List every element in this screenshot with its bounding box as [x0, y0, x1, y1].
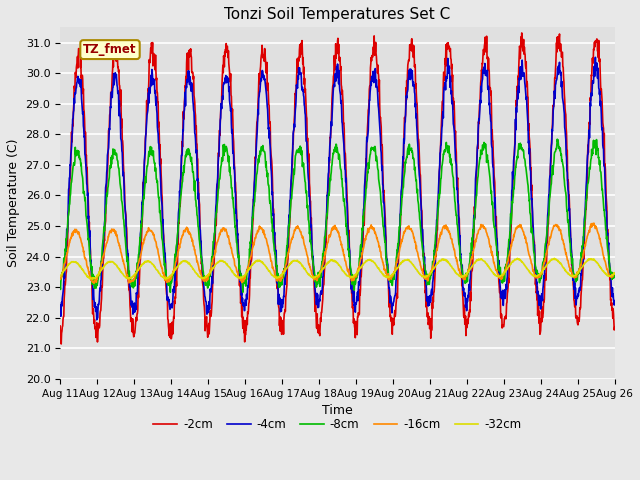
- -2cm: [58, 341, 65, 347]
- -32cm: [314, 274, 321, 279]
- -8cm: [56, 282, 64, 288]
- -32cm: [99, 264, 107, 270]
- -2cm: [314, 311, 321, 317]
- Line: -8cm: -8cm: [60, 139, 614, 292]
- -16cm: [611, 271, 618, 276]
- -4cm: [591, 54, 599, 60]
- -8cm: [122, 240, 129, 246]
- -8cm: [99, 238, 107, 243]
- -8cm: [314, 280, 321, 286]
- -2cm: [372, 50, 380, 56]
- -8cm: [166, 289, 174, 295]
- -4cm: [303, 152, 311, 158]
- -32cm: [550, 255, 558, 261]
- -8cm: [292, 152, 300, 158]
- -2cm: [303, 140, 311, 145]
- -2cm: [518, 30, 525, 36]
- -2cm: [122, 212, 130, 218]
- Text: TZ_fmet: TZ_fmet: [83, 43, 137, 56]
- -2cm: [56, 323, 64, 329]
- Line: -2cm: -2cm: [60, 33, 614, 344]
- -2cm: [292, 88, 300, 94]
- -16cm: [372, 232, 380, 238]
- -16cm: [100, 252, 108, 258]
- -4cm: [100, 238, 108, 244]
- -16cm: [122, 270, 130, 276]
- -4cm: [122, 218, 130, 224]
- -4cm: [611, 298, 618, 303]
- -8cm: [554, 136, 561, 142]
- -8cm: [372, 158, 380, 164]
- -2cm: [100, 256, 108, 262]
- -32cm: [611, 270, 618, 276]
- -32cm: [122, 275, 129, 280]
- -32cm: [303, 270, 311, 276]
- -32cm: [292, 258, 300, 264]
- -16cm: [90, 280, 98, 286]
- -16cm: [314, 277, 321, 283]
- -4cm: [372, 84, 380, 90]
- -4cm: [292, 103, 300, 109]
- -16cm: [56, 275, 64, 281]
- Title: Tonzi Soil Temperatures Set C: Tonzi Soil Temperatures Set C: [224, 7, 451, 22]
- -8cm: [611, 275, 618, 280]
- -32cm: [162, 276, 170, 282]
- Legend: -2cm, -4cm, -8cm, -16cm, -32cm: -2cm, -4cm, -8cm, -16cm, -32cm: [148, 414, 526, 436]
- -4cm: [93, 317, 100, 323]
- Y-axis label: Soil Temperature (C): Soil Temperature (C): [7, 139, 20, 267]
- -4cm: [56, 302, 64, 308]
- -16cm: [292, 225, 300, 230]
- -32cm: [56, 273, 64, 279]
- Line: -32cm: -32cm: [60, 258, 614, 279]
- -4cm: [314, 301, 321, 307]
- Line: -4cm: -4cm: [60, 57, 614, 320]
- -16cm: [303, 252, 311, 258]
- -2cm: [611, 324, 618, 330]
- -32cm: [372, 262, 380, 268]
- X-axis label: Time: Time: [322, 404, 353, 417]
- -16cm: [590, 220, 598, 226]
- -8cm: [303, 205, 311, 211]
- Line: -16cm: -16cm: [60, 223, 614, 283]
